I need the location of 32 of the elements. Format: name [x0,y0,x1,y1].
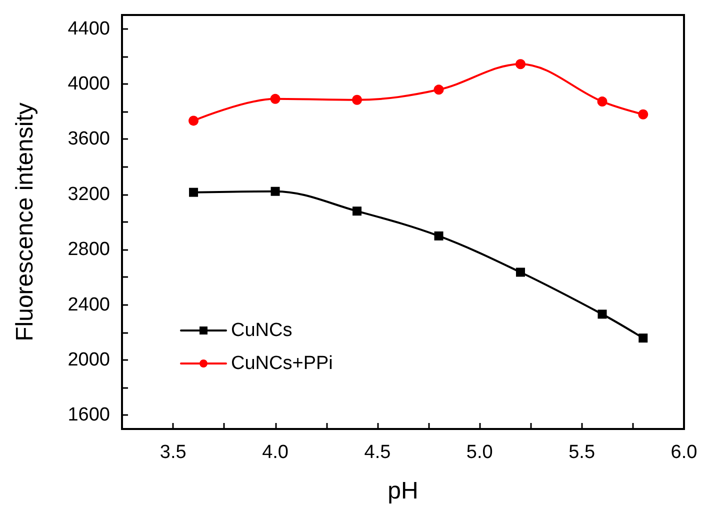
point [516,268,526,277]
point [516,59,526,70]
point [270,186,280,196]
y-tick-label: 3200 [68,184,110,205]
point [638,334,648,343]
legend-label: CuNCs [231,320,292,341]
x-tick-label: 5.5 [568,442,596,463]
point [598,310,607,319]
y-tick-label: 2800 [68,239,110,260]
y-tick-label: 1600 [68,404,110,426]
text: 5.0 [466,442,493,463]
x-tick-label: 3.5 [160,442,186,463]
point [638,109,648,120]
point [270,94,280,104]
y-axis-title: Fluorescence intensity [12,102,38,342]
point [352,206,362,216]
text: 6.0 [670,442,698,463]
x-tick-label: 4.5 [364,442,391,463]
x-axis-title: pH [388,478,418,504]
legend-label: CuNCs+PPi [231,353,333,374]
text: 4.0 [262,442,288,463]
y-tick-label: 3600 [68,128,110,150]
point [189,188,198,197]
point [434,84,444,95]
y-tick-label: 4000 [68,74,110,94]
y-tick-label: 2000 [68,350,110,370]
point [434,231,444,240]
point [597,96,608,107]
point [188,116,199,126]
y-tick-label: 2400 [68,294,110,316]
y-tick-label: 4400 [68,18,110,40]
point [352,94,362,105]
